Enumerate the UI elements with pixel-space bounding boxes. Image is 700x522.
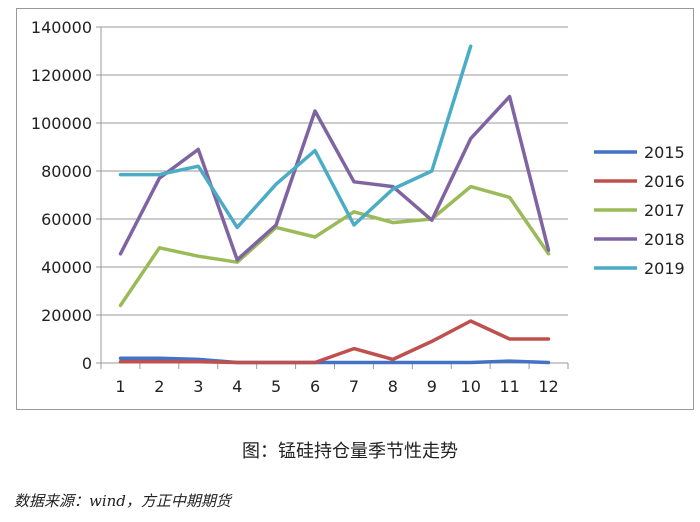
series-line-2018 [118, 94, 551, 262]
legend-label-2015: 2015 [644, 143, 685, 162]
figure-caption: 图：锰硅持仓量季节性走势 [242, 441, 458, 462]
y-tick-label: 80000 [41, 162, 92, 181]
x-tick-label: 6 [310, 377, 320, 396]
series-line-2017 [118, 184, 551, 308]
x-tick-label: 7 [349, 377, 359, 396]
x-tick-label: 4 [232, 377, 242, 396]
x-tick-label: 12 [538, 377, 558, 396]
x-tick-label: 3 [193, 377, 203, 396]
x-tick-label: 1 [115, 377, 125, 396]
series-line-2016 [118, 319, 551, 365]
y-tick-label: 40000 [41, 258, 92, 277]
legend-label-2016: 2016 [644, 172, 685, 191]
x-tick-label: 9 [427, 377, 437, 396]
series-line-2015 [118, 356, 551, 365]
legend-label-2017: 2017 [644, 201, 685, 220]
y-tick-label: 20000 [41, 306, 92, 325]
x-tick-label: 8 [388, 377, 398, 396]
chart-area: 0 20000 40000 60000 80000 100000 120000 140000 1… [16, 8, 694, 410]
y-tick-label: 100000 [31, 114, 92, 133]
y-tick-label: 140000 [31, 18, 92, 37]
x-tick-label: 11 [499, 377, 519, 396]
x-tick-label: 5 [271, 377, 281, 396]
y-tick-label: 0 [82, 354, 92, 373]
x-tick-label: 2 [154, 377, 164, 396]
series-line-2019 [118, 44, 473, 230]
data-source-note: 数据来源：wind，方正中期期货 [14, 492, 231, 510]
y-tick-label: 120000 [31, 66, 92, 85]
x-tick-label: 10 [461, 377, 481, 396]
legend-label-2019: 2019 [644, 259, 685, 278]
legend-label-2018: 2018 [644, 230, 685, 249]
y-tick-label: 60000 [41, 210, 92, 229]
line-chart: 0 20000 40000 60000 80000 100000 120000 140000 1… [31, 18, 685, 396]
